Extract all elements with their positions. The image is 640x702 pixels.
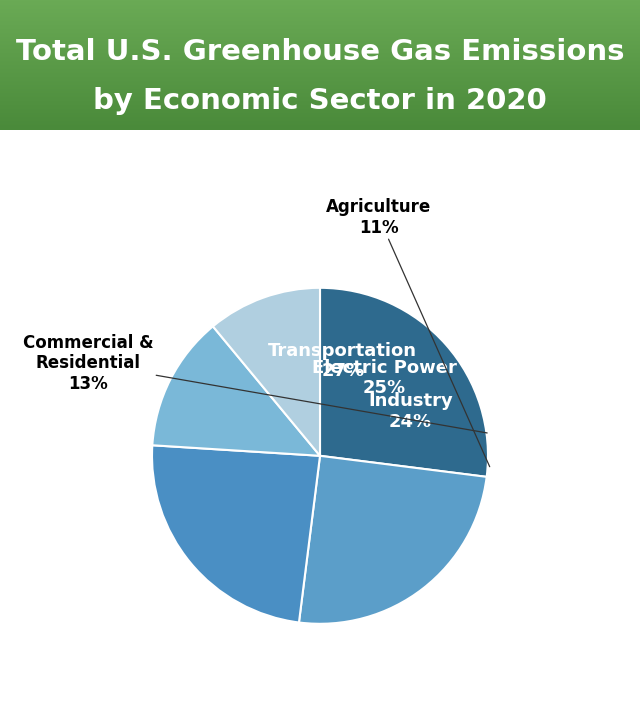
Wedge shape: [152, 445, 320, 623]
Text: Commercial &
Residential
13%: Commercial & Residential 13%: [23, 333, 487, 433]
Text: Industry
24%: Industry 24%: [368, 392, 453, 431]
Wedge shape: [213, 288, 320, 456]
Text: Agriculture
11%: Agriculture 11%: [326, 198, 490, 467]
Wedge shape: [152, 326, 320, 456]
Text: by Economic Sector in 2020: by Economic Sector in 2020: [93, 87, 547, 115]
Text: Electric Power
25%: Electric Power 25%: [312, 359, 456, 397]
Wedge shape: [299, 456, 486, 624]
Text: Total U.S. Greenhouse Gas Emissions: Total U.S. Greenhouse Gas Emissions: [16, 38, 624, 66]
Wedge shape: [320, 288, 488, 477]
Text: Transportation
27%: Transportation 27%: [268, 342, 417, 380]
